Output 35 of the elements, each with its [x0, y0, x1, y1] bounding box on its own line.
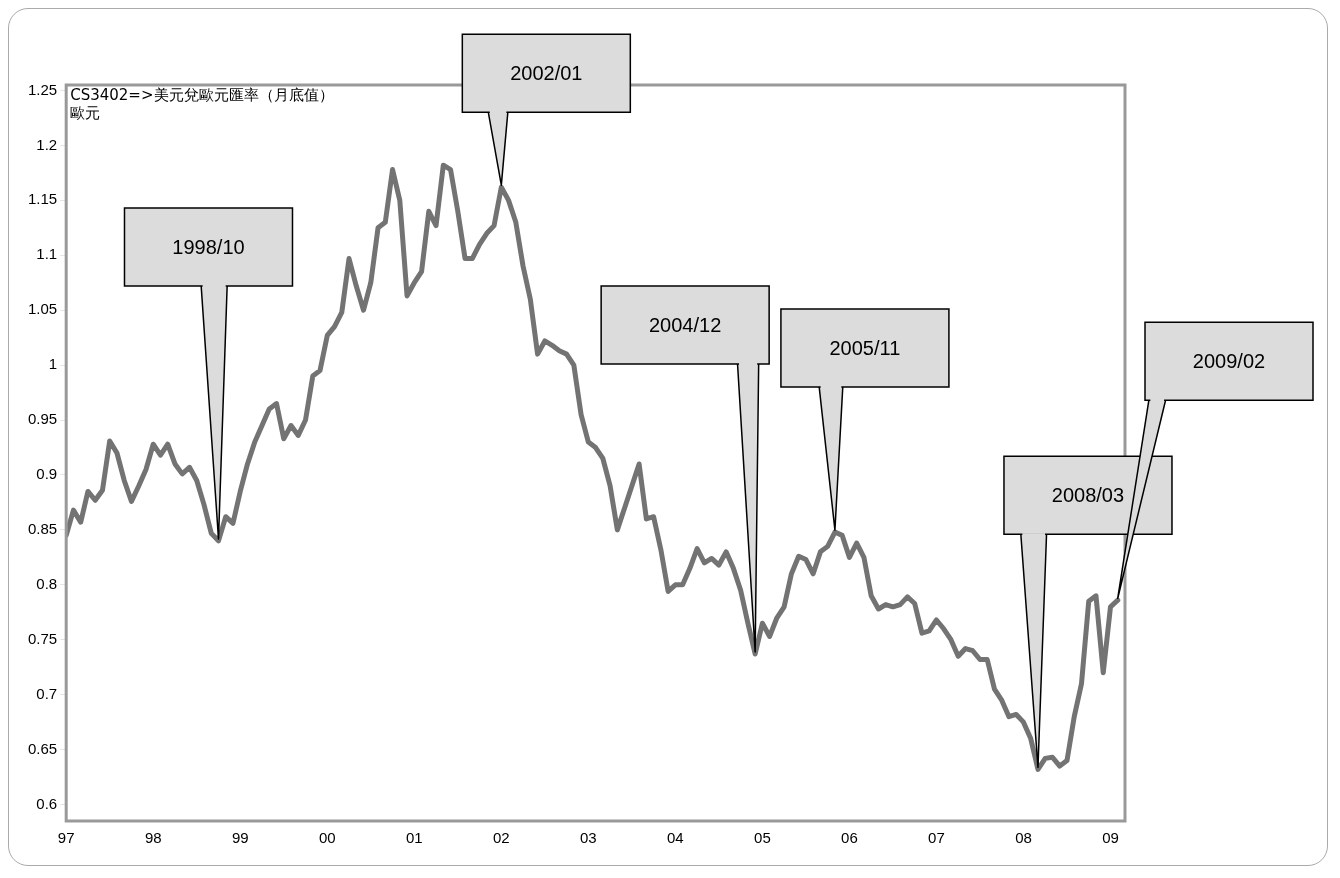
- y-tick-label: 1.05: [27, 300, 58, 318]
- y-tick-label: 1.1: [36, 245, 58, 263]
- y-tick-label: 0.7: [36, 684, 58, 702]
- x-tick-label: 04: [667, 829, 684, 847]
- x-tick-label: 97: [57, 829, 75, 847]
- x-tick-label: 03: [580, 829, 597, 847]
- annotation: 2008/03: [1051, 484, 1125, 507]
- y-axis-title: 歐元: [70, 104, 101, 123]
- annotation: 2004/12: [648, 314, 722, 337]
- x-tick-label: 05: [754, 829, 771, 847]
- x-tick-label: 01: [405, 829, 423, 847]
- x-tick-label: 02: [492, 829, 510, 847]
- annotation: 2002/01: [510, 62, 583, 85]
- x-tick-label: 09: [1102, 829, 1119, 847]
- x-tick-label: 00: [318, 829, 336, 847]
- annotation: 1998/10: [172, 235, 245, 258]
- x-tick-label: 98: [144, 829, 162, 847]
- y-tick-label: 0.65: [27, 739, 58, 757]
- chart-title: CS3402=>美元兌歐元匯率（月底值）: [70, 86, 334, 105]
- x-tick-label: 99: [231, 829, 249, 847]
- y-tick-label: 1.25: [27, 80, 58, 98]
- y-tick-label: 1: [48, 355, 58, 373]
- annotation: 2005/11: [829, 337, 901, 360]
- y-tick-label: 0.85: [27, 520, 58, 538]
- y-tick-label: 0.6: [36, 794, 58, 812]
- y-tick-label: 0.8: [36, 574, 58, 592]
- annotation: 2009/02: [1192, 350, 1266, 373]
- y-tick-label: 1.15: [27, 190, 58, 208]
- x-tick-label: 08: [1015, 829, 1032, 847]
- x-tick-label: 06: [841, 829, 858, 847]
- y-tick-label: 0.75: [27, 629, 58, 647]
- x-tick-label: 07: [928, 829, 945, 847]
- y-tick-label: 1.2: [36, 135, 58, 153]
- y-tick-label: 0.95: [27, 410, 58, 428]
- y-tick-label: 0.9: [36, 465, 58, 483]
